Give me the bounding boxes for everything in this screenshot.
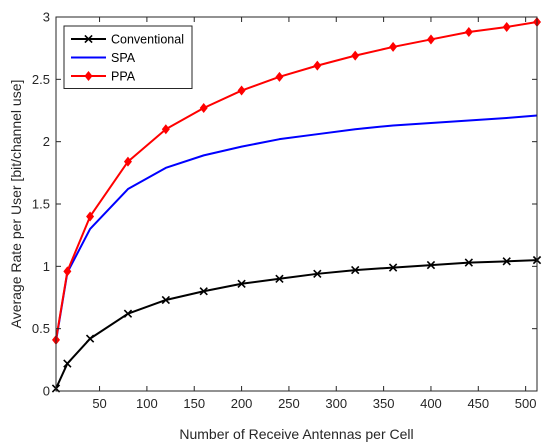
data-point-conventional [199, 287, 208, 296]
data-point-ppa [86, 211, 95, 222]
data-point-conventional-stroke-b [123, 309, 133, 318]
legend-label-spa: SPA [111, 51, 136, 65]
legend-marker-conventional [84, 34, 93, 44]
data-point-conventional [313, 269, 322, 278]
data-point-conventional [85, 334, 95, 343]
data-point-conventional [161, 295, 171, 305]
legend-marker-ppa [84, 70, 93, 82]
data-point-conventional-stroke-b [426, 260, 436, 270]
data-point-ppa [237, 85, 246, 96]
data-point-conventional-stroke-b [275, 274, 284, 283]
y-tick-label: 3 [43, 10, 50, 25]
x-tick-label: 100 [136, 396, 158, 411]
data-point-ppa [389, 41, 398, 52]
data-point-conventional-stroke-b [313, 269, 322, 278]
x-tick-label: 50 [92, 396, 106, 411]
data-point-ppa [275, 71, 284, 82]
data-point-conventional-stroke-b [464, 258, 473, 267]
data-point-ppa [313, 60, 322, 71]
series-layer [51, 16, 542, 393]
tick-layer: 50 100 150 200 250 300 350 400 450 500 0 0.5 1 1.5 2 2.… [32, 10, 537, 411]
y-tick-label: 2 [43, 134, 50, 149]
x-tick-label: 500 [515, 396, 537, 411]
series-line-spa [55, 114, 538, 342]
y-tick-label: 2.5 [32, 72, 50, 87]
legend-label-conventional: Conventional [111, 33, 184, 47]
y-tick-label: 1.5 [32, 197, 50, 212]
data-point-ppa [123, 156, 132, 167]
data-point-conventional [464, 258, 473, 267]
y-tick-label: 0.5 [32, 321, 50, 336]
data-point-ppa [351, 50, 360, 61]
y-axis-label: Average Rate per User [bit/channel use] [8, 80, 24, 329]
y-tick-label: 0 [43, 384, 50, 399]
data-point-ppa [502, 21, 511, 32]
data-point-conventional-stroke-b [85, 334, 95, 343]
data-point-conventional-stroke-b [63, 359, 72, 368]
data-point-conventional-stroke-b [237, 279, 246, 288]
data-point-ppa [199, 103, 208, 114]
x-tick-label: 200 [231, 396, 253, 411]
data-point-conventional-stroke-b [161, 295, 171, 305]
x-tick-label: 150 [183, 396, 205, 411]
data-point-conventional [426, 260, 436, 270]
data-point-ppa [161, 124, 170, 135]
data-point-ppa [426, 34, 435, 45]
x-tick-label: 400 [420, 396, 442, 411]
legend-marker-conventional-stroke-b [84, 34, 93, 44]
x-tick-label: 250 [278, 396, 300, 411]
data-point-conventional [388, 263, 398, 272]
x-tick-label: 300 [325, 396, 347, 411]
data-point-conventional [502, 257, 511, 266]
legend: Conventional SPA PPA [63, 25, 193, 89]
legend-entry-ppa: PPA [71, 70, 136, 84]
data-point-ppa [63, 266, 72, 277]
data-point-conventional-stroke-b [351, 265, 360, 275]
data-point-conventional [275, 274, 284, 283]
data-point-ppa [464, 26, 473, 37]
series-conventional [51, 255, 542, 393]
x-axis-label: Number of Receive Antennas per Cell [179, 426, 413, 442]
data-point-conventional-stroke-b [388, 263, 398, 272]
series-ppa [51, 16, 542, 345]
data-point-conventional-stroke-b [502, 257, 511, 266]
legend-entry-conventional: Conventional [71, 33, 184, 47]
y-tick-label: 1 [43, 259, 50, 274]
data-point-conventional [123, 309, 133, 318]
x-tick-label: 350 [373, 396, 395, 411]
x-tick-label: 450 [467, 396, 489, 411]
data-point-conventional [237, 279, 246, 288]
data-point-conventional [63, 359, 72, 368]
data-point-conventional [351, 265, 360, 275]
legend-entry-spa: SPA [71, 51, 136, 65]
legend-label-ppa: PPA [111, 70, 136, 84]
series-spa [55, 114, 538, 342]
data-point-conventional-stroke-b [199, 287, 208, 296]
